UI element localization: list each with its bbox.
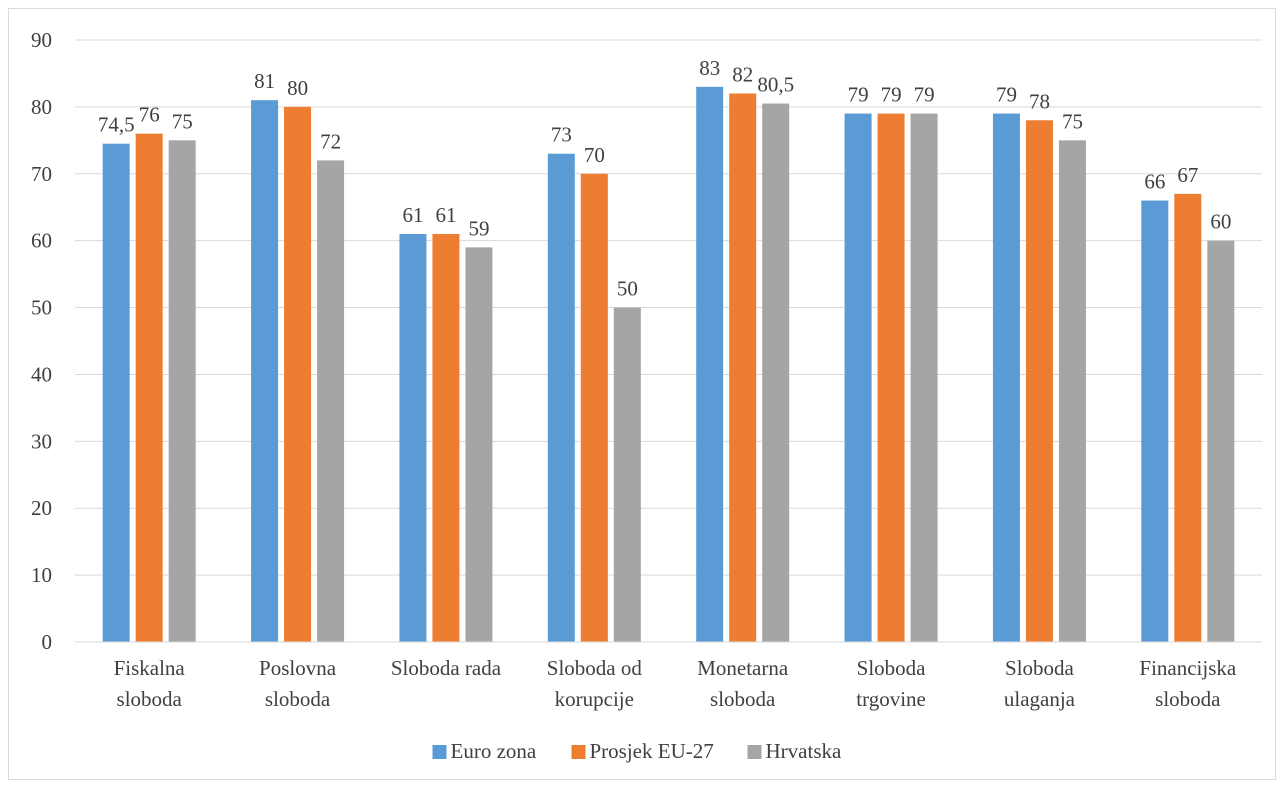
data-label: 67: [1177, 163, 1198, 187]
x-axis: Fiskalna sloboda Poslovna sloboda Sloboda ra…: [75, 641, 1262, 711]
bar: [432, 233, 460, 642]
bar: [465, 247, 493, 642]
x-tick-label: Monetarna: [697, 656, 789, 680]
x-tick-label: sloboda: [710, 687, 776, 711]
data-label: 74,5: [98, 113, 135, 137]
data-label: 75: [1062, 109, 1083, 133]
data-label: 61: [435, 203, 456, 227]
bar: [168, 140, 196, 643]
bar: [399, 233, 427, 642]
y-tick-label: 0: [42, 630, 53, 654]
bar: [1058, 140, 1086, 643]
y-tick-label: 90: [31, 28, 52, 52]
data-label: 83: [699, 56, 720, 80]
data-label: 50: [617, 277, 638, 301]
x-tick-label: sloboda: [117, 687, 183, 711]
data-label: 72: [320, 129, 341, 153]
y-tick-label: 20: [31, 496, 52, 520]
x-tick-label: Sloboda: [857, 656, 927, 680]
x-tick-label: ulaganja: [1004, 687, 1076, 711]
bar: [729, 93, 757, 642]
bar: [1207, 240, 1235, 642]
data-label: 79: [914, 83, 935, 107]
x-tick-label: Sloboda: [1005, 656, 1075, 680]
y-tick-label: 40: [31, 362, 52, 386]
x-tick-label: Sloboda od: [547, 656, 643, 680]
bar: [580, 173, 608, 642]
y-tick-label: 30: [31, 429, 52, 453]
data-label: 79: [848, 83, 869, 107]
data-label: 66: [1144, 170, 1165, 194]
bar: [696, 86, 724, 643]
data-label: 82: [732, 63, 753, 87]
y-axis: 0 10 20 30 40 50 60 70 80 90: [31, 28, 52, 654]
legend-label: Hrvatska: [766, 739, 842, 763]
bar: [762, 103, 790, 643]
x-tick-label: Sloboda rada: [391, 656, 502, 680]
x-tick-label: trgovine: [856, 687, 926, 711]
data-label: 60: [1210, 210, 1231, 234]
x-tick-label: sloboda: [265, 687, 331, 711]
bar: [1025, 120, 1053, 643]
bar: [102, 143, 130, 642]
legend-swatch: [747, 745, 762, 759]
y-tick-label: 50: [31, 296, 52, 320]
y-tick-label: 10: [31, 563, 52, 587]
legend-swatch: [432, 745, 447, 759]
bar: [547, 153, 575, 642]
data-labels: 74,5 76 75 81 80 72 61 61 59 73 70 50 83 82 80,5 79 79 79…: [98, 56, 1232, 301]
data-label: 75: [172, 109, 193, 133]
data-label: 79: [881, 83, 902, 107]
bar: [844, 113, 872, 643]
legend: Euro zona Prosjek EU-27 Hrvatska: [432, 739, 842, 763]
x-tick-label: Poslovna: [259, 656, 337, 680]
x-tick-label: Financijska: [1139, 656, 1236, 680]
y-tick-label: 80: [31, 95, 52, 119]
x-tick-label: korupcije: [555, 687, 634, 711]
data-label: 81: [254, 69, 275, 93]
x-tick-label: sloboda: [1155, 687, 1221, 711]
bar: [1174, 193, 1202, 642]
bar: [992, 113, 1020, 643]
legend-swatch: [571, 745, 586, 759]
bar: [877, 113, 905, 643]
y-tick-label: 60: [31, 229, 52, 253]
data-label: 79: [996, 83, 1017, 107]
bar: [251, 100, 279, 642]
data-label: 78: [1029, 89, 1050, 113]
data-label: 61: [402, 203, 423, 227]
data-label: 59: [468, 216, 489, 240]
bar: [613, 307, 641, 642]
data-label: 80,5: [757, 73, 794, 97]
y-tick-label: 70: [31, 162, 52, 186]
bar: [1141, 200, 1169, 643]
data-label: 80: [287, 76, 308, 100]
data-label: 76: [139, 103, 160, 127]
data-label: 70: [584, 143, 605, 167]
legend-label: Prosjek EU-27: [590, 739, 714, 763]
data-label: 73: [551, 123, 572, 147]
legend-label: Euro zona: [451, 739, 537, 763]
bar: [910, 113, 938, 643]
bar: [284, 106, 312, 642]
bar: [317, 160, 345, 642]
x-tick-label: Fiskalna: [114, 656, 186, 680]
bars: [102, 86, 1235, 643]
bar: [135, 133, 163, 642]
